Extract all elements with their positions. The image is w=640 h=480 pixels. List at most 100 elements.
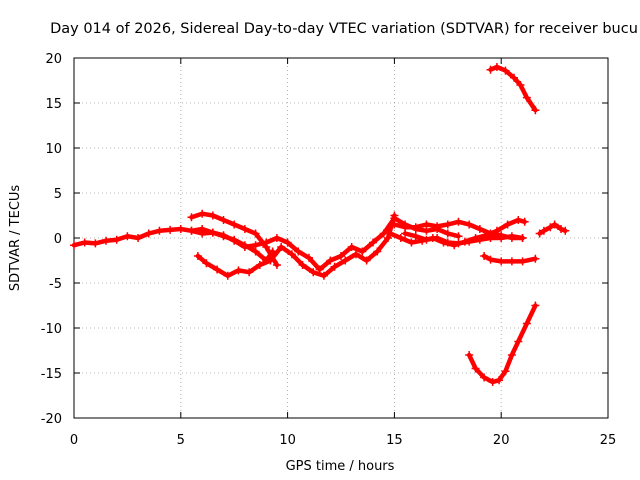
- data-point: [503, 220, 512, 229]
- data-point: [219, 232, 228, 241]
- data-point: [486, 65, 495, 74]
- data-point: [272, 234, 281, 242]
- axis-ticks: 0 5 10 15 20 25 -20 -15 -10 -5 0 5 10 15 20: [41, 52, 617, 448]
- data-point: [433, 222, 442, 231]
- grid-lines: [74, 58, 608, 418]
- y-tick-label: -5: [49, 277, 62, 292]
- data-point: [262, 243, 271, 251]
- data-point: [488, 378, 497, 386]
- data-point: [166, 225, 175, 234]
- data-point: [471, 364, 480, 373]
- data-point: [198, 209, 207, 218]
- data-point: [251, 247, 260, 256]
- data-point: [255, 261, 264, 269]
- data-point: [155, 226, 164, 235]
- data-point: [230, 235, 239, 244]
- data-point: [272, 261, 281, 269]
- x-tick-label: 20: [493, 433, 510, 448]
- data-series: [70, 63, 570, 386]
- data-point: [501, 367, 510, 376]
- x-axis-label: GPS time / hours: [286, 459, 395, 474]
- data-point: [522, 319, 531, 328]
- y-tick-label: 5: [54, 187, 62, 202]
- y-tick-label: -20: [41, 412, 62, 427]
- data-point: [454, 217, 463, 226]
- y-tick-label: 0: [54, 232, 62, 247]
- data-point: [298, 261, 307, 269]
- data-point: [507, 257, 516, 266]
- x-tick-label: 10: [279, 433, 296, 448]
- data-point: [330, 262, 339, 271]
- data-point: [561, 226, 570, 235]
- data-point: [277, 243, 286, 251]
- data-point: [213, 265, 222, 274]
- data-point: [520, 217, 529, 226]
- data-point: [347, 243, 356, 251]
- data-point: [514, 337, 523, 346]
- data-point: [443, 238, 452, 247]
- data-point: [219, 216, 228, 224]
- data-point: [80, 238, 89, 247]
- x-tick-label: 25: [600, 433, 617, 448]
- series-track-late-d: [481, 253, 538, 264]
- data-point: [492, 63, 501, 71]
- data-point: [373, 247, 382, 256]
- y-tick-label: 10: [45, 142, 62, 157]
- data-point: [262, 256, 271, 265]
- data-point: [433, 234, 442, 242]
- data-point: [240, 241, 249, 250]
- data-point: [522, 93, 531, 102]
- data-point: [443, 220, 452, 229]
- data-point: [326, 256, 335, 265]
- data-point: [516, 81, 525, 89]
- data-point: [507, 351, 516, 359]
- data-point: [294, 247, 303, 256]
- data-point: [287, 250, 296, 259]
- data-point: [465, 220, 474, 229]
- data-point: [351, 250, 360, 259]
- data-point: [454, 239, 463, 248]
- series-track-lower: [195, 213, 397, 279]
- data-point: [396, 234, 405, 242]
- data-point: [102, 236, 111, 245]
- data-point: [546, 223, 555, 232]
- data-point: [230, 220, 239, 229]
- data-point: [383, 234, 392, 242]
- data-point: [91, 239, 100, 248]
- data-point: [486, 255, 495, 264]
- x-tick-label: 5: [177, 433, 185, 448]
- data-point: [134, 234, 143, 242]
- data-point: [465, 351, 474, 359]
- data-point: [557, 225, 566, 233]
- data-point: [341, 256, 350, 265]
- x-tick-label: 15: [386, 433, 403, 448]
- data-point: [486, 234, 495, 242]
- data-point: [358, 247, 367, 256]
- y-tick-label: 15: [45, 97, 62, 112]
- data-point: [245, 268, 254, 277]
- data-point: [501, 66, 510, 75]
- data-point: [443, 229, 452, 238]
- data-point: [337, 252, 345, 260]
- data-point: [251, 229, 260, 238]
- data-point: [518, 234, 527, 242]
- data-point: [187, 213, 196, 222]
- data-point: [386, 229, 395, 238]
- data-point: [497, 257, 506, 266]
- data-point: [240, 225, 249, 233]
- data-point: [475, 235, 484, 244]
- data-point: [531, 301, 540, 310]
- series-track-bottom: [466, 303, 538, 385]
- data-point: [309, 268, 318, 277]
- data-point: [535, 229, 544, 238]
- data-point: [475, 225, 484, 233]
- data-point: [401, 229, 410, 238]
- data-point: [480, 252, 489, 260]
- data-point: [480, 373, 489, 382]
- chart-title: Day 014 of 2026, Sidereal Day-to-day VTE…: [50, 21, 638, 37]
- data-point: [411, 223, 420, 232]
- data-point: [454, 232, 463, 241]
- y-axis-label: SDTVAR / TECUs: [8, 185, 23, 292]
- data-point: [223, 271, 232, 280]
